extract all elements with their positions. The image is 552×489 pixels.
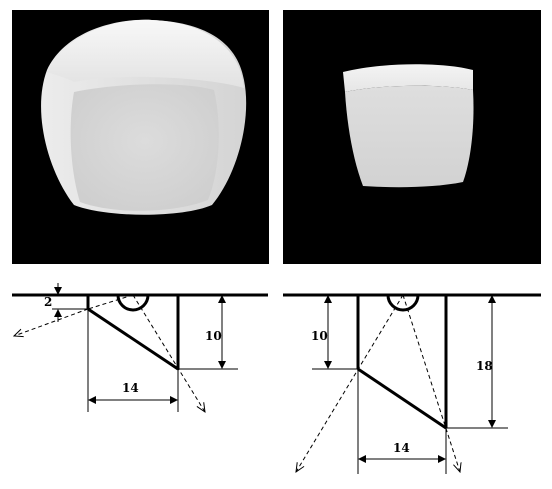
right-reflector-slope	[357, 367, 447, 430]
render-panel-right	[283, 10, 541, 264]
left-dim14-label: 14	[122, 381, 139, 395]
right-dim10-label: 10	[311, 329, 328, 343]
left-ray-left-b	[14, 308, 89, 336]
right-light-source	[386, 294, 420, 312]
right-ray-left	[296, 294, 404, 472]
left-ray-left-a	[87, 294, 134, 310]
left-light-source	[116, 294, 150, 312]
left-dim2-label: 2	[44, 295, 52, 309]
right-dim14-label: 14	[393, 441, 410, 455]
left-ray-right	[132, 294, 205, 412]
render-right-image	[343, 64, 474, 188]
render-left-image	[41, 19, 247, 215]
render-panel-left	[12, 10, 269, 264]
right-ray-right	[402, 294, 460, 472]
right-dim18-label: 18	[476, 359, 493, 373]
left-dim10-label: 10	[205, 329, 222, 343]
left-reflector-slope	[87, 307, 179, 371]
